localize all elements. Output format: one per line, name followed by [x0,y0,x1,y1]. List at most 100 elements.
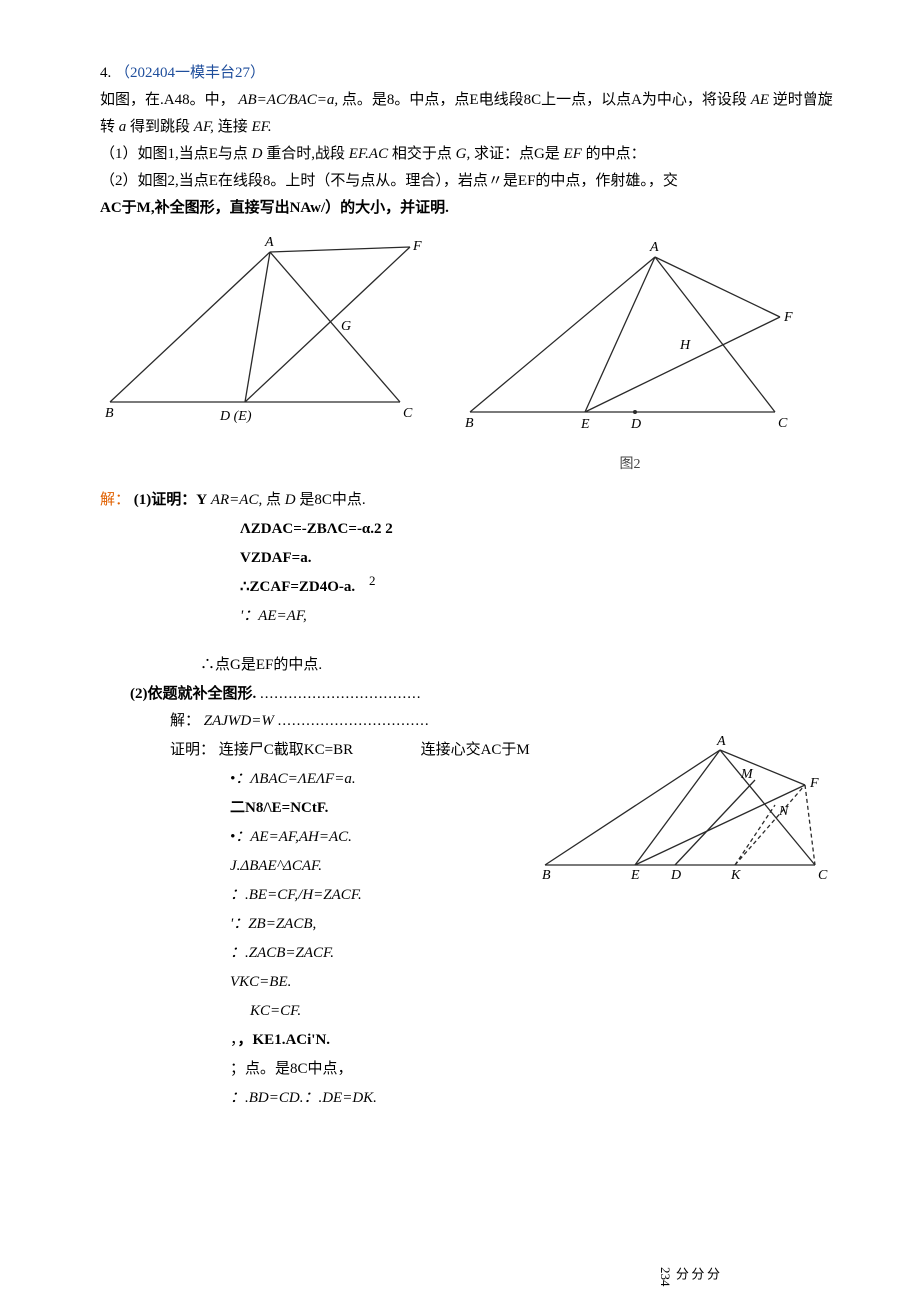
text: 证明： [170,742,215,758]
text: (2)依题就补全图形. [130,686,260,702]
math: AB=AC∕BAC=a, [238,92,338,108]
text: （2）如图2,当点E在线段8。上时（不与点从。理合），岩点〃是EF的中点，作射雄… [100,173,678,189]
svg-text:A: A [649,240,659,255]
proof-line: •：AE=AF,AH=AC. [230,824,530,851]
text: 是8C中点. [299,492,365,508]
text: 连接尸C截取KC=BR [219,742,353,758]
text: (1)证明：Y [134,492,207,508]
svg-text:M: M [740,767,754,782]
solution-figure-svg: B E D K C A M F N [540,735,840,895]
question-2: （2）如图2,当点E在线段8。上时（不与点从。理合），岩点〃是EF的中点，作射雄… [100,168,840,222]
solution-part2-head: (2)依题就补全图形. ............................… [130,681,840,708]
text: 求证：点G是 [474,146,560,162]
svg-text:D: D [670,868,681,883]
proof-line: J.ΔBAE^ΔCAF. [230,853,530,880]
proof-block-1: ΛZDAC=-ZBΛC=-α.2 2 VZDAF=a. ∴ZCAF=ZD4O-a… [240,516,840,630]
math: AE [751,92,769,108]
figures-row: B D (E) C A F G B E D C A F H 图2 [100,232,840,477]
svg-text:C: C [403,406,413,421]
math: G, [456,146,471,162]
text: 点 [266,492,281,508]
svg-text:B: B [105,406,114,421]
figure-1-svg: B D (E) C A F G [100,232,430,432]
math: EF [564,146,582,162]
svg-text:B: B [465,416,474,431]
math: D [252,146,263,162]
solution-figure: B E D K C A M F N [540,735,840,905]
proof-block-2: 证明： 连接尸C截取KC=BR 连接心交AC于M •：ΛBAC=ΛEΛF=a. … [170,735,530,1114]
text: 相交于点 [392,146,452,162]
proof-line: ∴ZCAF=ZD4O-a. 2 [240,574,840,601]
text: 点。是8。中点，点E电线段8C上一点，以点A为中心，将设段 [342,92,747,108]
text: 连接心交AC于M [421,742,530,758]
svg-text:H: H [679,338,691,353]
points-numbers: 234 [658,1267,673,1287]
fraction: 2 [369,569,376,592]
svg-text:B: B [542,868,551,883]
svg-text:N: N [778,804,789,819]
svg-text:F: F [412,239,422,254]
text: 如图，在.A48。中， [100,92,235,108]
math: D [285,492,296,508]
svg-text:F: F [783,310,793,325]
svg-text:E: E [580,417,590,432]
text: ∴ZCAF=ZD4O-a. [240,579,355,595]
points-column: 分 分 分 234 [658,1267,720,1287]
points-label: 分 分 分 [674,1267,720,1280]
proof-line: •：ΛBAC=ΛEΛF=a. [230,766,530,793]
math: a [119,119,127,135]
text: 得到跳段 [130,119,190,135]
proof-line: 解： ZAJWD=W .............................… [170,708,840,735]
proof-line: 证明： 连接尸C截取KC=BR 连接心交AC于M [170,737,530,764]
text: ∴点G是EF的中点. [200,657,322,673]
figure-1: B D (E) C A F G [100,232,430,432]
dots: ................................ [278,713,430,729]
text: 连接 [218,119,248,135]
svg-text:F: F [809,776,819,791]
svg-text:C: C [778,416,788,431]
figure-2-caption: 图2 [460,452,800,477]
math: AR=AC, [211,492,262,508]
proof-line: VZDAF=a. [240,545,840,572]
text: （1）如图1,当点E与点 [100,146,248,162]
svg-text:K: K [730,868,741,883]
text: AC于M,补全图形，直接写出NAw/）的大小，并证明. [100,200,449,216]
problem-body: 如图，在.A48。中， AB=AC∕BAC=a, 点。是8。中点，点E电线段8C… [100,87,840,141]
svg-text:D: D [630,417,641,432]
proof-line: ：.BD=CD.：.DE=DK. [230,1085,530,1112]
proof-line: VKC=BE. [230,969,530,996]
svg-text:A: A [264,235,274,250]
text: 解： [170,713,200,729]
svg-text:A: A [716,735,726,749]
question-1: （1）如图1,当点E与点 D 重合时,战段 EF.AC 相交于点 G, 求证：点… [100,141,840,168]
text: 重合时,战段 [266,146,345,162]
problem-number: 4. [100,65,111,81]
text: ，KE1.ACi'N. [238,1032,331,1048]
proof-line: ∴点G是EF的中点. [200,652,840,679]
math: EF.AC [349,146,388,162]
answer-label: 解： [100,492,130,508]
math: ZAJWD=W [204,713,274,729]
proof-line: ：.ZACB=ZACF. [230,940,530,967]
math: EF. [251,119,271,135]
dots: .................................. [260,686,422,702]
proof-line: ，，KE1.ACi'N. [230,1027,530,1054]
proof-line: ΛZDAC=-ZBΛC=-α.2 2 [240,516,840,543]
proof-line: 二N8/\E=NCtF. [230,795,530,822]
solution-part1-head: 解： (1)证明：Y AR=AC, 点 D 是8C中点. [100,487,840,514]
svg-text:C: C [818,868,828,883]
proof-line: '：AE=AF, [240,603,840,630]
svg-text:E: E [630,868,640,883]
svg-text:D (E): D (E) [219,409,252,424]
text: 的中点： [586,146,646,162]
problem-header: 4. （202404一模丰台27） [100,60,840,87]
proof-line: '：ZB=ZACB, [230,911,530,938]
solution: 解： (1)证明：Y AR=AC, 点 D 是8C中点. ΛZDAC=-ZBΛC… [100,487,840,1114]
svg-text:G: G [341,319,351,334]
figure-2-svg: B E D C A F H [460,232,800,452]
figure-2: B E D C A F H 图2 [460,232,800,477]
proof-line: ；点。是8C中点， [230,1056,530,1083]
problem-source: （202404一模丰台27） [115,65,265,81]
math: AF, [194,119,214,135]
proof-line: KC=CF. [250,998,530,1025]
